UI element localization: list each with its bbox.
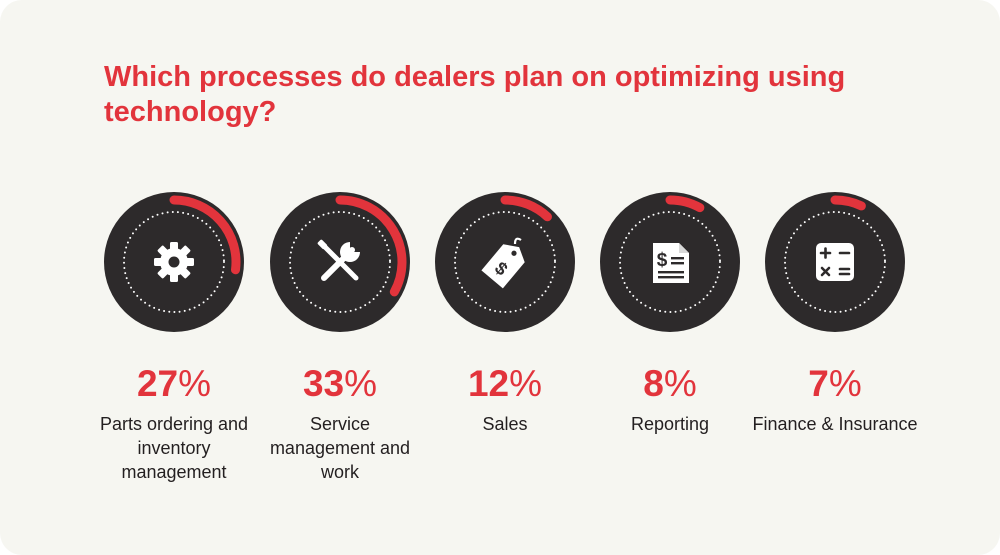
percentage-value: 7%	[808, 363, 862, 404]
gear-icon	[154, 242, 194, 282]
category-label: Service management and work	[269, 414, 411, 482]
tools-icon	[317, 239, 360, 281]
dotted-track	[123, 211, 225, 313]
progress-ring	[765, 192, 905, 332]
progress-ring: $	[435, 192, 575, 332]
progress-arc	[500, 195, 552, 222]
percentage-value: 8%	[643, 363, 697, 404]
category-label: Sales	[482, 414, 528, 434]
price-tag-icon: $	[481, 237, 525, 289]
percentage-value: 12%	[467, 363, 543, 404]
progress-arc	[335, 195, 407, 297]
svg-text:$: $	[657, 250, 668, 271]
category-label: Reporting	[630, 414, 710, 434]
category-label: Parts ordering and inventory management	[99, 414, 249, 482]
chart-title: Which processes do dealers plan on optim…	[104, 61, 846, 128]
progress-arc	[665, 195, 705, 213]
document-report-icon: $	[653, 243, 689, 283]
progress-ring	[104, 192, 244, 332]
dotted-track	[784, 211, 886, 313]
percentage-value: 27%	[136, 363, 212, 404]
dotted-track	[289, 211, 391, 313]
calculator-icon	[816, 243, 854, 281]
progress-ring: $	[600, 192, 740, 332]
dotted-track	[454, 211, 556, 313]
category-label: Finance & Insurance	[752, 414, 918, 434]
progress-arc	[169, 195, 241, 275]
progress-ring	[270, 192, 410, 332]
progress-arc	[830, 195, 866, 211]
percentage-value: 33%	[302, 363, 378, 404]
dotted-track	[619, 211, 721, 313]
